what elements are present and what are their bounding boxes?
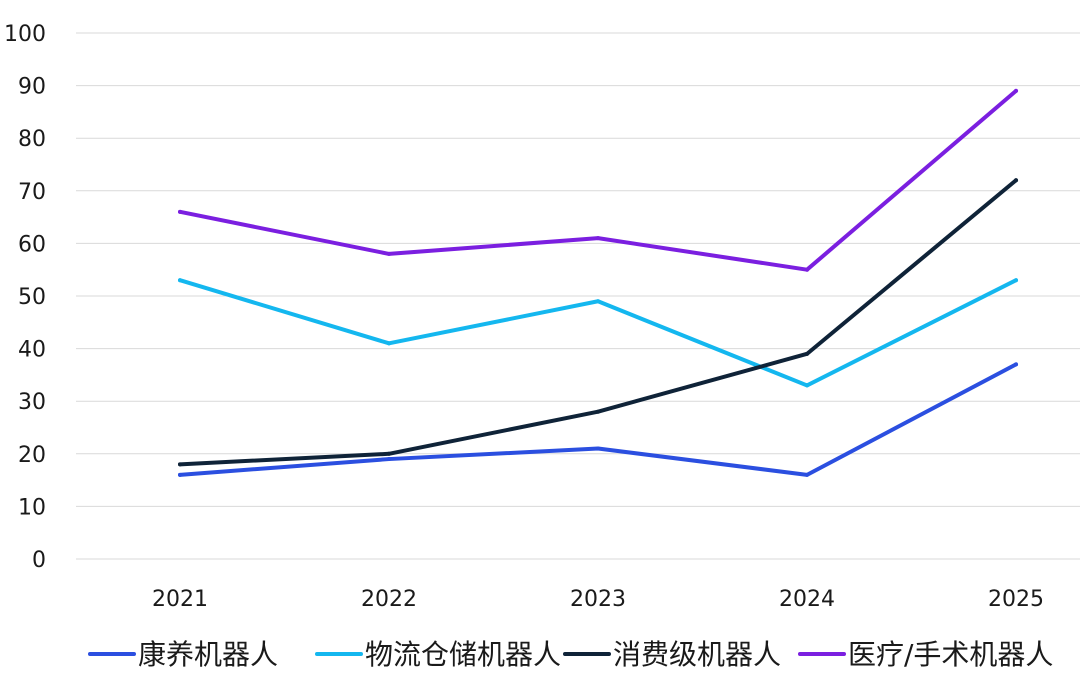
x-tick-label: 2022 (361, 587, 417, 612)
data-point (387, 451, 391, 456)
data-point (178, 278, 182, 283)
data-point (805, 383, 809, 388)
data-point (387, 457, 391, 462)
x-tick-label: 2024 (779, 587, 835, 612)
data-point (596, 299, 600, 304)
data-point (387, 251, 391, 256)
series-lines (178, 88, 1018, 477)
data-point (387, 341, 391, 346)
series-line-4 (178, 88, 1018, 272)
data-point (1014, 362, 1018, 367)
data-point (178, 462, 182, 467)
data-point (596, 446, 600, 451)
legend-label: 医疗/手术机器人 (848, 638, 1053, 671)
gridlines (76, 32, 1080, 560)
y-tick-label: 90 (18, 75, 46, 100)
legend-label: 物流仓储机器人 (365, 638, 561, 671)
y-tick-label: 80 (18, 127, 46, 152)
x-tick-label: 2021 (152, 587, 208, 612)
y-tick-label: 40 (18, 338, 46, 363)
y-tick-label: 50 (18, 285, 46, 310)
data-point (805, 472, 809, 477)
series-line-3 (178, 178, 1018, 467)
x-tick-label: 2025 (988, 587, 1044, 612)
legend-label: 消费级机器人 (613, 638, 781, 671)
data-point (178, 209, 182, 214)
y-tick-label: 60 (18, 232, 46, 257)
y-tick-label: 20 (18, 443, 46, 468)
legend: 康养机器人 物流仓储机器人 消费级机器人 医疗/手术机器人 (88, 638, 1053, 671)
data-point (805, 267, 809, 272)
y-axis-ticks: 0 10 20 30 40 50 60 70 80 90 100 (4, 22, 46, 573)
y-tick-label: 10 (18, 495, 46, 520)
y-tick-label: 70 (18, 180, 46, 205)
y-tick-label: 100 (4, 22, 46, 47)
data-point (1014, 88, 1018, 93)
data-point (178, 472, 182, 477)
y-tick-label: 30 (18, 390, 46, 415)
y-tick-label: 0 (32, 548, 46, 573)
data-point (805, 351, 809, 356)
legend-label: 康养机器人 (138, 638, 278, 671)
data-point (596, 409, 600, 414)
data-point (1014, 278, 1018, 283)
data-point (1014, 178, 1018, 183)
x-tick-label: 2023 (570, 587, 626, 612)
x-axis-ticks: 2021 2022 2023 2024 2025 (152, 587, 1044, 612)
data-point (596, 236, 600, 241)
